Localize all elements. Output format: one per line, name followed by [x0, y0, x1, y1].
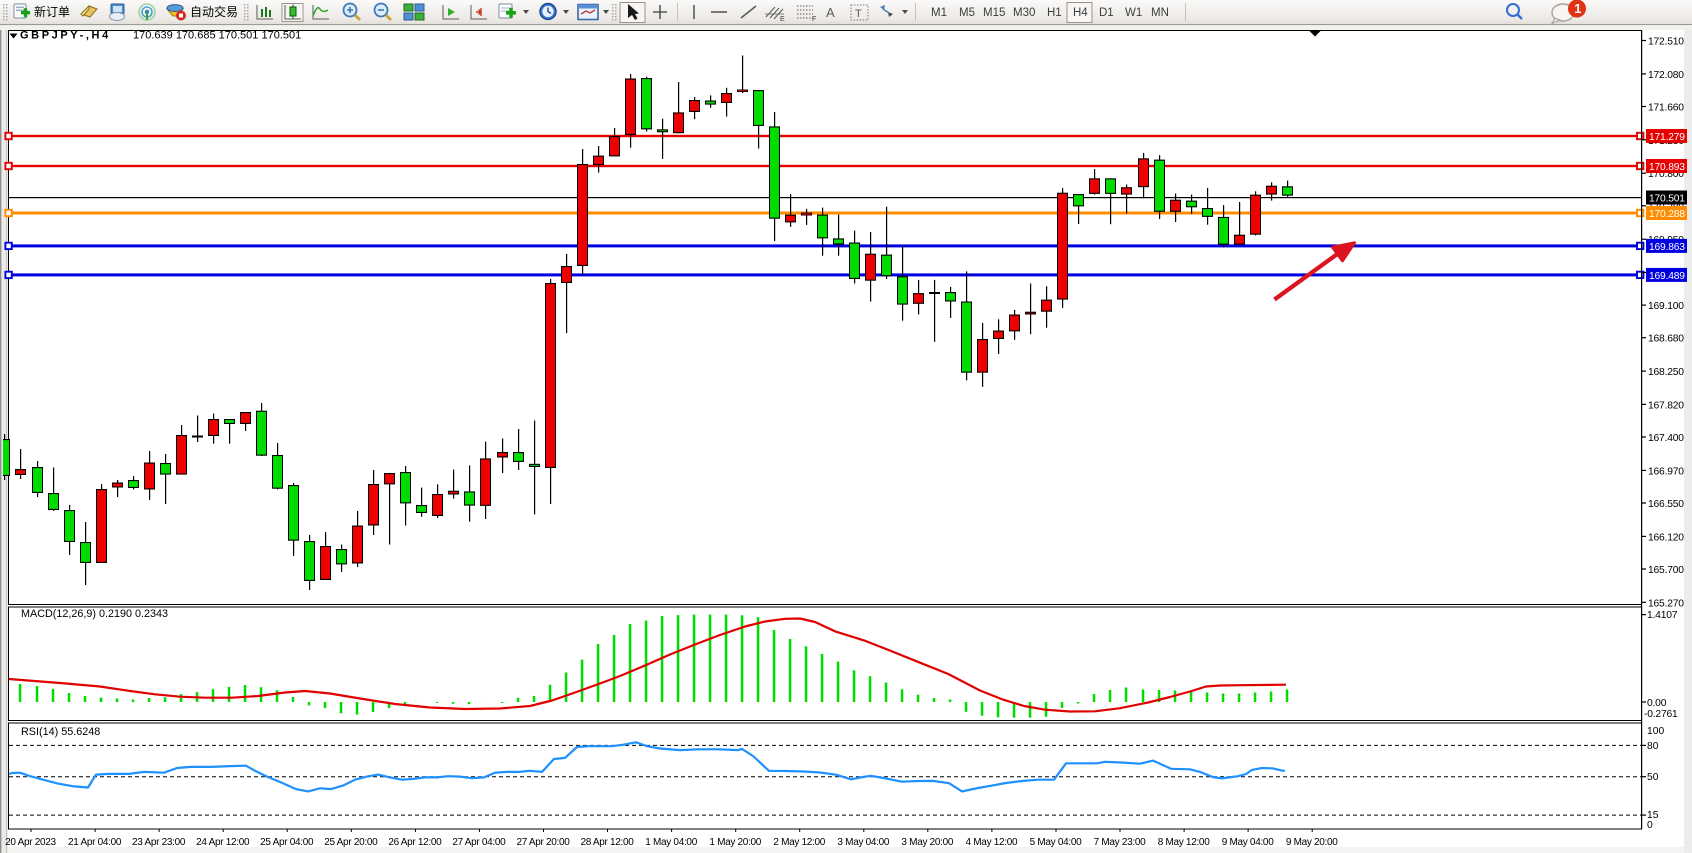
svg-text:25 Apr 04:00: 25 Apr 04:00: [260, 837, 314, 848]
svg-text:100: 100: [1647, 726, 1664, 737]
svg-text:W1: W1: [1125, 7, 1142, 19]
svg-text:8 May 12:00: 8 May 12:00: [1158, 837, 1210, 848]
svg-text:170.501: 170.501: [1649, 194, 1685, 205]
svg-text:172.510: 172.510: [1648, 37, 1684, 48]
svg-text:4 May 12:00: 4 May 12:00: [966, 837, 1018, 848]
svg-text:28 Apr 12:00: 28 Apr 12:00: [580, 837, 634, 848]
svg-text:M5: M5: [959, 7, 975, 19]
svg-text:MACD(12,26,9) 0.2190 0.2343: MACD(12,26,9) 0.2190 0.2343: [21, 608, 168, 620]
svg-text:D1: D1: [1099, 7, 1114, 19]
svg-text:-0.2761: -0.2761: [1644, 709, 1678, 720]
svg-text:80: 80: [1647, 741, 1659, 752]
svg-text:167.400: 167.400: [1648, 433, 1684, 444]
svg-text:165.270: 165.270: [1648, 598, 1684, 609]
svg-text:RSI(14) 55.6248: RSI(14) 55.6248: [21, 726, 100, 738]
svg-text:1 May 20:00: 1 May 20:00: [709, 837, 761, 848]
svg-text:7 May 23:00: 7 May 23:00: [1094, 837, 1146, 848]
svg-text:24 Apr 12:00: 24 Apr 12:00: [196, 837, 250, 848]
svg-text:169.100: 169.100: [1648, 301, 1684, 312]
svg-text:170.893: 170.893: [1649, 162, 1685, 173]
svg-text:9 May 20:00: 9 May 20:00: [1286, 837, 1338, 848]
svg-text:2 May 12:00: 2 May 12:00: [773, 837, 825, 848]
svg-text:5 May 04:00: 5 May 04:00: [1030, 837, 1082, 848]
svg-text:170.288: 170.288: [1649, 209, 1685, 220]
svg-text:15: 15: [1647, 810, 1659, 821]
svg-text:自动交易: 自动交易: [190, 4, 238, 19]
svg-text:21 Apr 04:00: 21 Apr 04:00: [68, 837, 122, 848]
svg-text:F: F: [812, 16, 816, 23]
svg-text:27 Apr 04:00: 27 Apr 04:00: [452, 837, 506, 848]
svg-text:166.120: 166.120: [1648, 532, 1684, 543]
svg-text:169.863: 169.863: [1649, 242, 1685, 253]
svg-text:20 Apr 2023: 20 Apr 2023: [5, 837, 56, 848]
svg-text:1 May 04:00: 1 May 04:00: [645, 837, 697, 848]
svg-text:50: 50: [1647, 772, 1659, 783]
svg-text:167.820: 167.820: [1648, 400, 1684, 411]
svg-text:新订单: 新订单: [34, 4, 70, 19]
svg-text:166.550: 166.550: [1648, 499, 1684, 510]
svg-text:9 May 04:00: 9 May 04:00: [1222, 837, 1274, 848]
svg-text:168.680: 168.680: [1648, 334, 1684, 345]
svg-text:3 May 04:00: 3 May 04:00: [837, 837, 889, 848]
svg-text:0: 0: [1647, 820, 1653, 831]
svg-text:M30: M30: [1013, 7, 1035, 19]
svg-text:23 Apr 23:00: 23 Apr 23:00: [132, 837, 186, 848]
svg-text:171.279: 171.279: [1649, 132, 1685, 143]
svg-text:E: E: [780, 16, 785, 23]
svg-text:MN: MN: [1151, 7, 1169, 19]
svg-text:A: A: [826, 5, 835, 20]
svg-text:166.970: 166.970: [1648, 466, 1684, 477]
svg-text:H4: H4: [1073, 7, 1088, 19]
svg-text:169.489: 169.489: [1649, 271, 1685, 282]
svg-text:T: T: [855, 8, 862, 20]
svg-text:M1: M1: [931, 7, 947, 19]
svg-text:3 May 20:00: 3 May 20:00: [901, 837, 953, 848]
svg-text:25 Apr 20:00: 25 Apr 20:00: [324, 837, 378, 848]
svg-text:1: 1: [1574, 1, 1581, 16]
svg-text:165.700: 165.700: [1648, 565, 1684, 576]
svg-text:26 Apr 12:00: 26 Apr 12:00: [388, 837, 442, 848]
svg-text:170.800: 170.800: [1648, 169, 1684, 180]
svg-text:0.00: 0.00: [1647, 698, 1667, 709]
svg-text:168.250: 168.250: [1648, 367, 1684, 378]
svg-text:H1: H1: [1047, 7, 1062, 19]
svg-text:M15: M15: [983, 7, 1005, 19]
svg-text:170.639 170.685 170.501 170.50: 170.639 170.685 170.501 170.501: [133, 30, 301, 42]
svg-text:27 Apr 20:00: 27 Apr 20:00: [516, 837, 570, 848]
svg-text:1.4107: 1.4107: [1647, 610, 1678, 621]
svg-text:171.660: 171.660: [1648, 103, 1684, 114]
svg-text:GBPJPY-,H4: GBPJPY-,H4: [20, 30, 111, 42]
svg-text:172.080: 172.080: [1648, 70, 1684, 81]
